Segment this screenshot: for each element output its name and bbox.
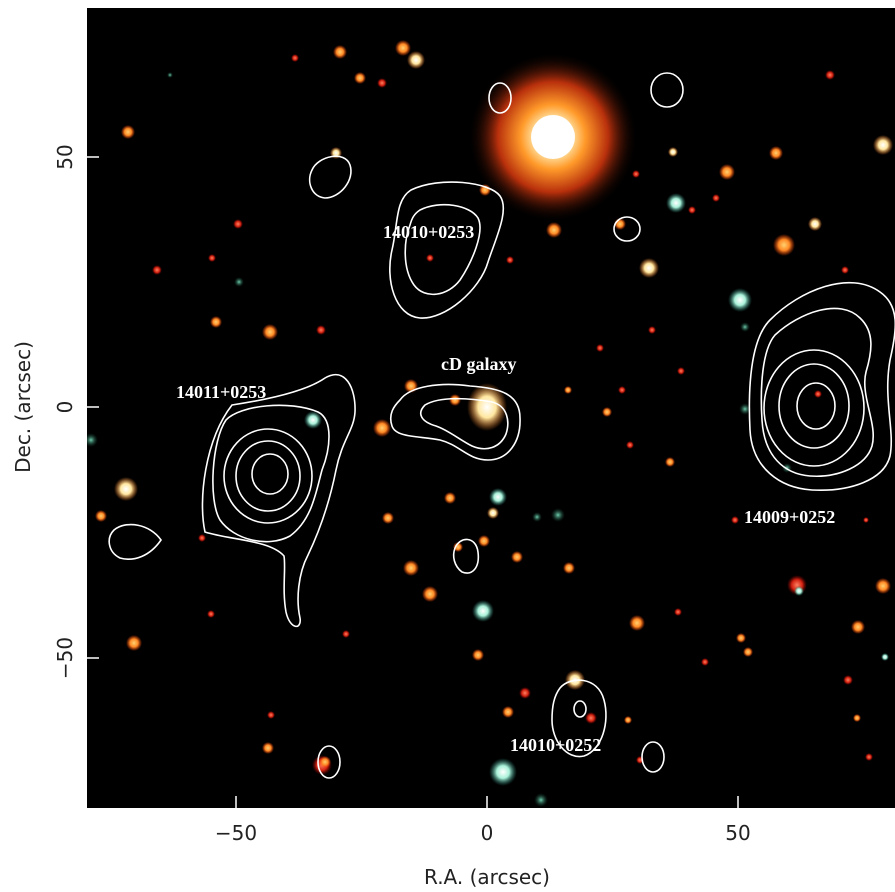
y-tick-label: −50	[53, 637, 77, 679]
y-tick-label: 50	[53, 144, 77, 169]
axis-ticks	[87, 156, 739, 808]
radio-contours	[108, 72, 895, 779]
y-tick-label: 0	[53, 401, 77, 414]
label-14010-0253: 14010+0253	[383, 222, 474, 242]
contour-14010-0253-outer	[389, 181, 505, 319]
contour-14009-0252-mid	[760, 307, 874, 477]
contour-14011-0253-ring3	[251, 453, 289, 495]
contour-small-h	[317, 745, 341, 779]
contour-14010-0253-inner	[404, 203, 481, 296]
contour-small-e	[108, 523, 162, 560]
contour-14009-0252-ring3	[796, 382, 836, 430]
contour-14011-0253-ring2	[235, 440, 301, 512]
x-tick-label: 50	[725, 821, 750, 845]
contour-small-a	[488, 82, 512, 114]
y-axis-label: Dec. (arcsec)	[11, 341, 35, 473]
x-tick-label: 0	[481, 821, 494, 845]
label-14009-0252: 14009+0252	[744, 507, 835, 527]
label-cd-galaxy: cD galaxy	[441, 354, 517, 374]
contour-cd-inner	[420, 397, 509, 450]
contour-small-c	[308, 155, 352, 199]
contour-small-f	[452, 538, 480, 574]
contour-14011-0253-outer	[201, 373, 356, 628]
x-tick-label: −50	[215, 821, 257, 845]
contour-small-g	[641, 741, 665, 773]
contour-14011-0253-ring1	[223, 428, 313, 524]
background-sources	[87, 40, 893, 807]
contour-14009-0252-ring1	[763, 349, 865, 467]
star-field	[87, 40, 893, 807]
contour-14010-0252-inner	[573, 700, 587, 718]
x-axis-label: R.A. (arcsec)	[424, 865, 550, 889]
contour-14010-0252-outer	[551, 679, 607, 758]
contour-small-b	[650, 72, 684, 108]
contour-14009-0252-ring2	[778, 363, 850, 449]
contour-small-d	[613, 216, 641, 242]
label-14010-0252: 14010+0252	[510, 735, 601, 755]
cd-galaxy-source	[467, 383, 507, 431]
contour-cd-outer	[389, 383, 521, 461]
contour-14009-0252-outer	[748, 282, 895, 491]
label-14011-0253: 14011+0253	[176, 382, 266, 402]
contour-14011-0253-mid	[212, 404, 330, 543]
